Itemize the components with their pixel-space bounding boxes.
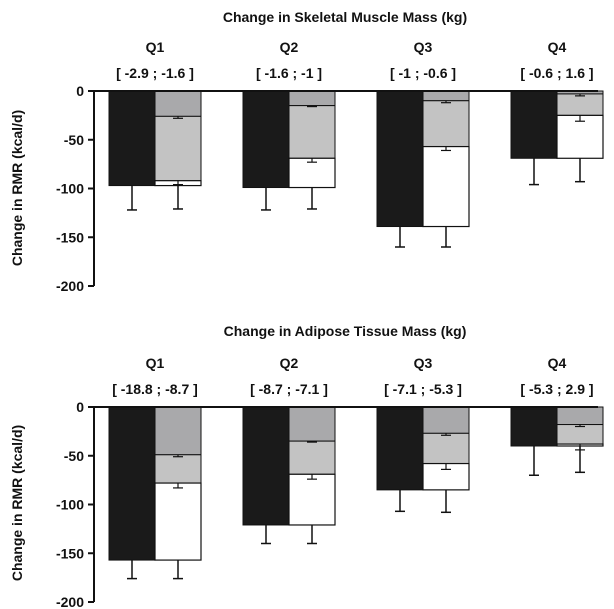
bar-segment-bottom — [154, 482, 202, 561]
bar-segment-middle — [422, 432, 470, 465]
bar-segment-middle — [556, 424, 604, 445]
category-label: Q1 — [146, 355, 165, 371]
y-tick-label: -200 — [56, 278, 84, 294]
bar-segment-top — [422, 406, 470, 434]
y-tick-label: -150 — [56, 229, 84, 245]
bar-segment-top — [556, 406, 604, 426]
bar-segment-middle — [154, 115, 202, 182]
bar-measured — [510, 406, 558, 447]
category-label: Q4 — [548, 355, 567, 371]
bar-segment-top — [422, 90, 470, 102]
bar-measured — [376, 406, 424, 491]
chart-title: Change in Skeletal Muscle Mass (kg) — [223, 9, 467, 25]
category-range-label: [ -18.8 ; -8.7 ] — [112, 381, 198, 397]
bar-segment-middle — [556, 93, 604, 116]
category-range-label: [ -1 ; -0.6 ] — [390, 65, 456, 81]
category-label: Q2 — [280, 39, 299, 55]
y-tick-label: -100 — [56, 497, 84, 513]
bar-measured — [242, 406, 290, 526]
category-label: Q3 — [414, 39, 433, 55]
bar-segment-bottom — [422, 145, 470, 228]
bar-measured — [510, 90, 558, 159]
category-range-label: [ -7.1 ; -5.3 ] — [384, 381, 462, 397]
bar-segment-bottom — [288, 157, 336, 189]
bar-measured — [108, 90, 156, 187]
bar-segment-top — [154, 90, 202, 117]
bar-segment-bottom — [288, 473, 336, 526]
y-tick-label: -150 — [56, 545, 84, 561]
y-tick-label: -200 — [56, 594, 84, 609]
y-tick-label: -50 — [64, 448, 84, 464]
bar-segment-top — [154, 406, 202, 456]
category-label: Q1 — [146, 39, 165, 55]
category-label: Q3 — [414, 355, 433, 371]
category-range-label: [ -5.3 ; 2.9 ] — [520, 381, 593, 397]
bar-segment-top — [288, 90, 336, 107]
y-tick-label: -100 — [56, 181, 84, 197]
bar-segment-middle — [288, 440, 336, 475]
bar-measured — [242, 90, 290, 189]
bar-segment-middle — [422, 100, 470, 148]
chart-title: Change in Adipose Tissue Mass (kg) — [224, 323, 467, 339]
bar-segment-middle — [154, 454, 202, 484]
chart-panel-adipose-tissue: Change in Adipose Tissue Mass (kg) Chang… — [9, 323, 604, 609]
category-range-label: [ -8.7 ; -7.1 ] — [250, 381, 328, 397]
category-range-label: [ -1.6 ; -1 ] — [256, 65, 322, 81]
bar-segment-bottom — [556, 114, 604, 159]
category-range-label: [ -0.6 ; 1.6 ] — [520, 65, 593, 81]
category-label: Q4 — [548, 39, 567, 55]
bar-measured — [108, 406, 156, 561]
y-axis-label: Change in RMR (kcal/d) — [9, 110, 25, 266]
chart-panel-skeletal-muscle: Change in Skeletal Muscle Mass (kg) Chan… — [9, 9, 604, 294]
category-label: Q2 — [280, 355, 299, 371]
y-axis-label: Change in RMR (kcal/d) — [9, 425, 25, 581]
y-tick-label: 0 — [76, 399, 84, 415]
bar-segment-middle — [288, 105, 336, 159]
y-tick-label: -50 — [64, 132, 84, 148]
bar-segment-top — [288, 406, 336, 442]
bar-measured — [376, 90, 424, 228]
y-tick-label: 0 — [76, 83, 84, 99]
category-range-label: [ -2.9 ; -1.6 ] — [116, 65, 194, 81]
